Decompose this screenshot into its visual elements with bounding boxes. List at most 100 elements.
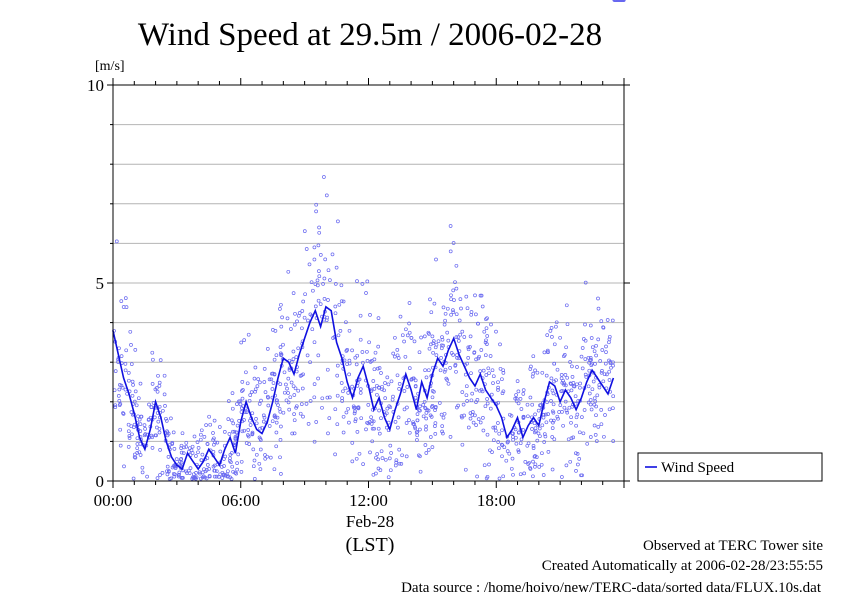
scatter-point bbox=[317, 230, 322, 235]
scatter-point bbox=[320, 396, 325, 401]
scatter-point bbox=[231, 429, 235, 434]
scatter-point bbox=[446, 381, 451, 386]
scatter-point bbox=[333, 304, 338, 309]
scatter-point bbox=[560, 410, 564, 414]
scatter-point bbox=[298, 411, 303, 416]
scatter-point bbox=[397, 447, 402, 452]
scatter-point bbox=[443, 318, 447, 323]
scatter-point bbox=[592, 402, 597, 407]
scatter-point bbox=[611, 439, 616, 443]
scatter-point bbox=[369, 415, 373, 420]
scatter-point bbox=[230, 464, 235, 469]
scatter-point bbox=[326, 268, 331, 273]
scatter-point bbox=[336, 219, 340, 224]
scatter-point bbox=[539, 462, 544, 467]
scatter-point bbox=[379, 416, 383, 421]
scatter-point bbox=[285, 386, 289, 391]
scatter-point bbox=[274, 353, 279, 358]
scatter-point bbox=[135, 446, 140, 451]
scatter-point bbox=[515, 379, 520, 383]
scatter-point bbox=[441, 415, 446, 420]
scatter-point bbox=[489, 322, 493, 327]
scatter-point bbox=[523, 460, 528, 464]
scatter-point bbox=[588, 398, 593, 402]
scatter-point bbox=[448, 366, 452, 370]
scatter-point bbox=[550, 388, 555, 393]
scatter-point bbox=[353, 355, 358, 360]
scatter-point bbox=[291, 349, 296, 354]
scatter-point bbox=[323, 257, 328, 262]
scatter-point bbox=[587, 391, 592, 396]
scatter-point bbox=[391, 351, 396, 356]
scatter-point bbox=[316, 353, 321, 358]
scatter-point bbox=[434, 342, 439, 347]
scatter-point bbox=[230, 406, 235, 411]
scatter-point bbox=[607, 369, 612, 374]
scatter-point bbox=[579, 354, 584, 359]
scatter-point bbox=[203, 469, 208, 474]
scatter-point bbox=[212, 463, 217, 468]
scatter-point bbox=[491, 425, 496, 430]
scatter-point bbox=[433, 421, 438, 425]
scatter-point bbox=[415, 438, 419, 442]
scatter-point bbox=[278, 438, 283, 442]
scatter-point bbox=[608, 361, 613, 365]
scatter-point bbox=[479, 348, 484, 352]
scatter-point bbox=[505, 440, 510, 445]
scatter-point bbox=[197, 470, 202, 475]
scatter-point bbox=[326, 431, 330, 436]
scatter-point bbox=[563, 373, 568, 377]
scatter-point bbox=[516, 448, 521, 453]
scatter-point bbox=[279, 302, 283, 307]
scatter-point bbox=[513, 396, 518, 401]
scatter-point bbox=[455, 356, 459, 360]
scatter-point bbox=[234, 430, 239, 435]
scatter-point bbox=[531, 371, 536, 376]
scatter-point bbox=[407, 321, 411, 326]
scatter-point bbox=[374, 455, 378, 460]
scatter-point bbox=[140, 470, 145, 475]
scatter-point bbox=[118, 383, 122, 387]
scatter-point bbox=[379, 371, 383, 375]
scatter-point bbox=[591, 379, 596, 384]
scatter-point bbox=[441, 431, 445, 436]
scatter-point bbox=[460, 329, 465, 334]
scatter-point bbox=[303, 292, 307, 297]
scatter-point bbox=[320, 405, 324, 410]
scatter-point bbox=[426, 408, 431, 413]
scatter-point bbox=[355, 279, 359, 283]
scatter-point bbox=[518, 472, 523, 477]
scatter-point bbox=[383, 457, 388, 462]
scatter-point bbox=[236, 452, 241, 457]
scatter-point bbox=[479, 293, 484, 298]
scatter-point bbox=[274, 400, 279, 405]
scatter-point bbox=[463, 467, 468, 472]
scatter-point bbox=[126, 422, 131, 427]
scatter-point bbox=[131, 476, 136, 481]
scatter-point bbox=[491, 374, 496, 379]
scatter-point bbox=[335, 393, 340, 398]
scatter-point bbox=[402, 389, 407, 393]
scatter-point bbox=[605, 318, 610, 322]
scatter-point bbox=[592, 349, 597, 354]
scatter-point bbox=[501, 368, 506, 373]
scatter-point bbox=[205, 442, 210, 446]
scatter-point bbox=[306, 318, 310, 323]
scatter-point bbox=[200, 452, 205, 457]
scatter-point bbox=[350, 459, 355, 464]
scatter-point bbox=[562, 354, 566, 359]
scatter-point bbox=[333, 282, 338, 286]
scatter-point bbox=[317, 269, 321, 273]
scatter-point bbox=[484, 326, 489, 331]
scatter-point bbox=[531, 444, 536, 448]
scatter-point bbox=[358, 313, 363, 318]
scatter-point bbox=[219, 465, 224, 469]
scatter-point bbox=[422, 334, 427, 339]
scatter-point bbox=[302, 315, 307, 320]
scatter-point bbox=[301, 299, 306, 304]
scatter-point bbox=[367, 340, 371, 345]
scatter-point bbox=[460, 442, 465, 447]
scatter-point bbox=[439, 343, 444, 348]
scatter-point bbox=[266, 403, 271, 408]
